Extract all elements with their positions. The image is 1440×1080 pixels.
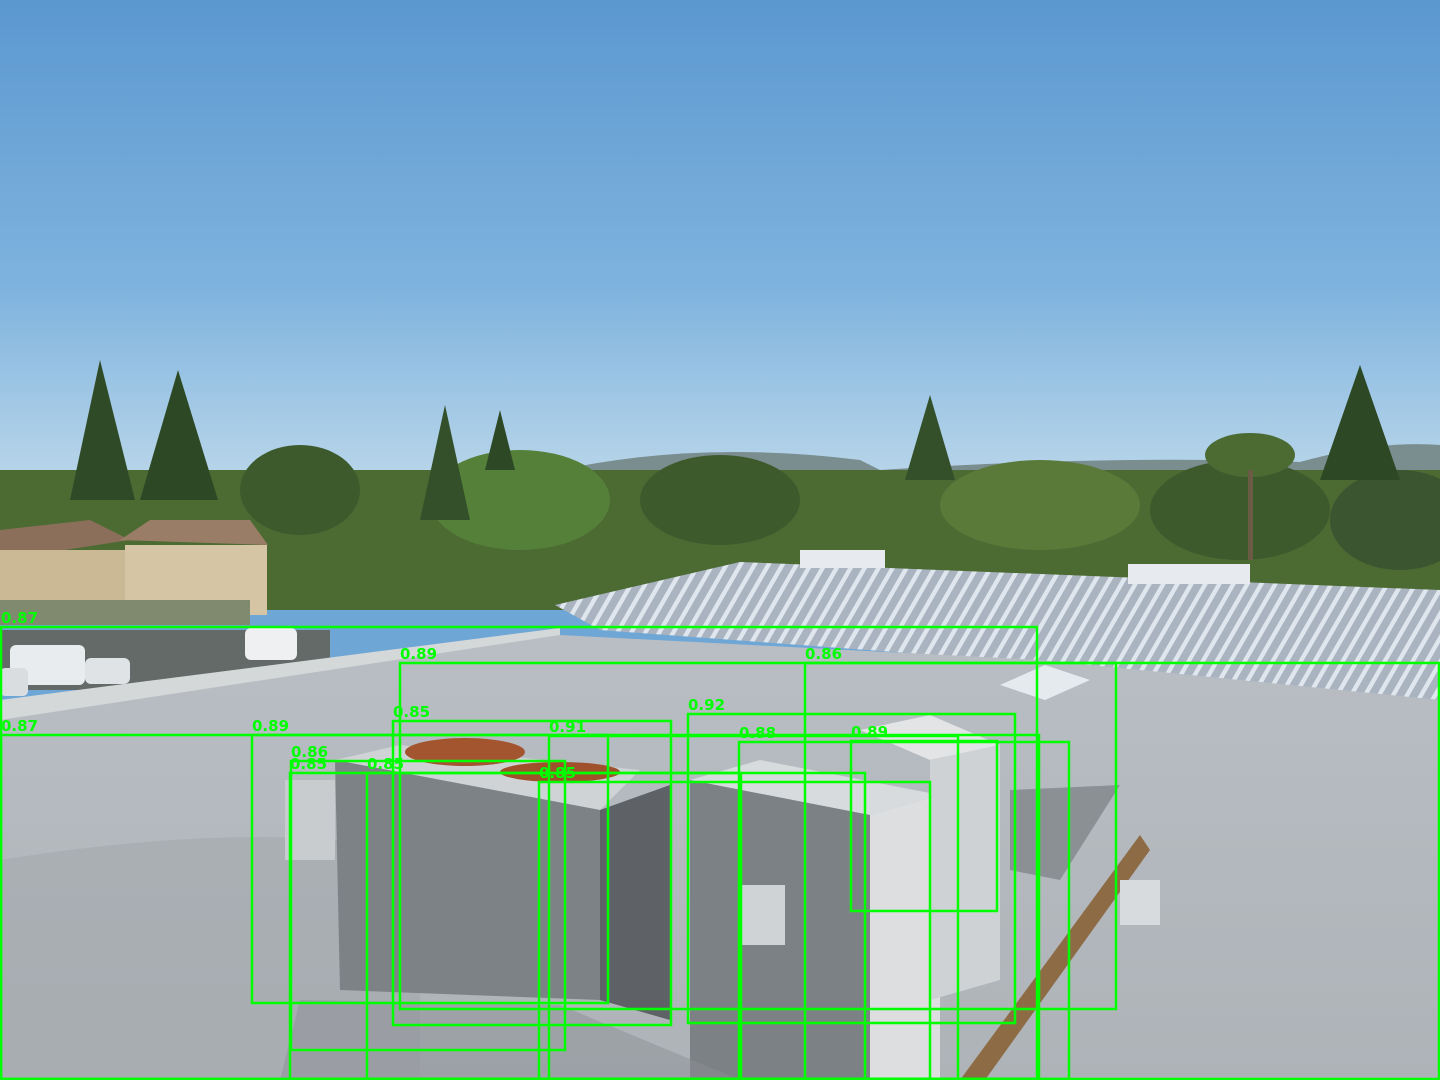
detection-box: 0.85 (391, 703, 673, 1027)
detection-box: 0.92 (686, 696, 1017, 1025)
detection-score: 0.88 (739, 724, 776, 742)
detection-score: 0.87 (1, 609, 38, 627)
detection-score: 0.85 (393, 703, 430, 721)
detection-score: 0.85 (290, 755, 327, 773)
detection-score: 0.85 (367, 755, 404, 773)
detection-score: 0.86 (291, 743, 328, 761)
detection-rect (0, 733, 1041, 1080)
detection-box: 0.89 (250, 717, 610, 1005)
houses (0, 520, 268, 625)
detection-rect (288, 771, 743, 1080)
metal-roof (555, 562, 1440, 700)
detection-rect (803, 661, 1440, 1080)
detection-score: 0.87 (1, 717, 38, 735)
detection-rect (391, 719, 673, 1027)
detection-score: 0.86 (805, 645, 842, 663)
detection-box: 0.89 (849, 723, 999, 913)
detection-score: 0.89 (851, 723, 888, 741)
detection-rect (686, 712, 1017, 1025)
detection-rect (547, 734, 960, 1080)
detection-score: 0.91 (549, 718, 586, 736)
detection-box: 0.85 (537, 764, 932, 1080)
detection-score: 0.92 (688, 696, 725, 714)
detection-box: 0.88 (737, 724, 1071, 1080)
detection-rect (250, 733, 610, 1005)
detection-box: 0.85 (365, 755, 867, 1080)
detection-box: 0.85 (288, 755, 743, 1080)
detection-rect (365, 771, 867, 1080)
detection-rect (289, 759, 567, 1052)
detection-rect (0, 625, 1039, 1080)
detection-box: 0.89 (398, 645, 1118, 1011)
detection-rect (849, 739, 999, 913)
detection-box: 0.86 (803, 645, 1440, 1080)
detection-score: 0.85 (539, 764, 576, 782)
detection-score: 0.89 (400, 645, 437, 663)
skylight (1000, 665, 1090, 700)
detection-score: 0.89 (252, 717, 289, 735)
sky (0, 0, 1440, 480)
detection-rect (537, 780, 932, 1080)
detection-rect (398, 661, 1118, 1011)
